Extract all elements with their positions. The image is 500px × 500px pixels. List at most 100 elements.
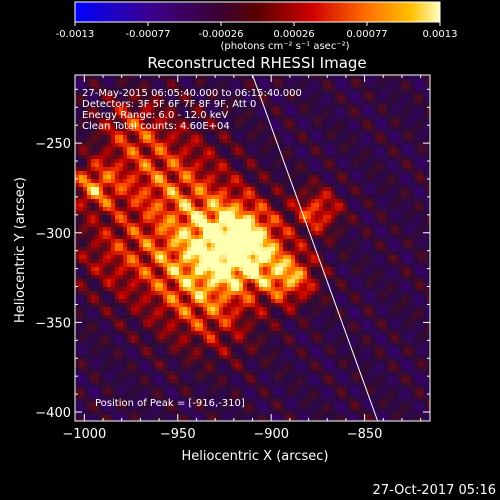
heatmap-cell [127,75,131,79]
heatmap-cell [307,215,311,219]
heatmap-cell [79,95,83,99]
heatmap-cell [367,275,371,279]
heatmap-cell [103,123,107,127]
heatmap-cell [143,251,147,255]
heatmap-cell [231,227,235,231]
heatmap-cell [159,227,163,231]
heatmap-cell [199,283,203,287]
heatmap-cell [391,263,395,267]
heatmap-cell [383,115,387,119]
heatmap-cell [299,227,303,231]
heatmap-cell [363,251,367,255]
heatmap-cell [195,147,199,151]
heatmap-cell [311,215,315,219]
heatmap-cell [295,87,299,91]
heatmap-cell [115,215,119,219]
heatmap-cell [323,219,327,223]
heatmap-cell [419,255,423,259]
heatmap-cell [271,271,275,275]
heatmap-cell [379,99,383,103]
heatmap-cell [183,195,187,199]
heatmap-cell [143,187,147,191]
heatmap-cell [203,175,207,179]
heatmap-cell [139,275,143,279]
heatmap-cell [403,167,407,171]
heatmap-cell [311,139,315,143]
heatmap-cell [351,235,355,239]
heatmap-cell [383,131,387,135]
heatmap-cell [315,87,319,91]
heatmap-cell [79,155,83,159]
heatmap-cell [155,287,159,291]
heatmap-cell [339,223,343,227]
heatmap-cell [79,171,83,175]
heatmap-cell [375,83,379,87]
heatmap-cell [259,215,263,219]
heatmap-cell [251,187,255,191]
heatmap-cell [367,203,371,207]
heatmap-cell [335,107,339,111]
heatmap-cell [79,199,83,203]
heatmap-cell [319,207,323,211]
heatmap-cell [363,147,367,151]
heatmap-cell [279,267,283,271]
heatmap-cell [87,279,91,283]
heatmap-cell [375,159,379,163]
heatmap-cell [95,263,99,267]
heatmap-cell [423,139,427,143]
heatmap-cell [207,271,211,275]
heatmap-cell [311,275,315,279]
heatmap-cell [159,119,163,123]
heatmap-cell [143,231,147,235]
heatmap-cell [115,267,119,271]
heatmap-cell [227,223,231,227]
heatmap-cell [163,211,167,215]
heatmap-cell [95,187,99,191]
heatmap-cell [99,231,103,235]
heatmap-cell [371,83,375,87]
heatmap-cell [235,91,239,95]
heatmap-cell [127,191,131,195]
heatmap-cell [75,143,79,147]
heatmap-cell [311,251,315,255]
heatmap-cell [367,135,371,139]
heatmap-cell [403,255,407,259]
heatmap-cell [75,99,79,103]
heatmap-cell [91,219,95,223]
heatmap-cell [159,175,163,179]
heatmap-cell [375,247,379,251]
heatmap-cell [367,255,371,259]
heatmap-cell [223,263,227,267]
heatmap-cell [191,139,195,143]
heatmap-cell [331,239,335,243]
heatmap-cell [403,259,407,263]
heatmap-cell [191,147,195,151]
heatmap-cell [395,203,399,207]
heatmap-cell [119,223,123,227]
heatmap-cell [139,219,143,223]
heatmap-cell [347,183,351,187]
heatmap-cell [175,199,179,203]
heatmap-cell [419,219,423,223]
heatmap-cell [363,207,367,211]
heatmap-cell [415,255,419,259]
heatmap-cell [155,95,159,99]
heatmap-cell [335,91,339,95]
heatmap-cell [167,263,171,267]
heatmap-cell [399,255,403,259]
heatmap-cell [135,103,139,107]
heatmap-cell [219,187,223,191]
heatmap-cell [175,139,179,143]
heatmap-cell [99,119,103,123]
heatmap-cell [135,159,139,163]
heatmap-cell [195,195,199,199]
heatmap-cell [95,115,99,119]
heatmap-cell [399,235,403,239]
heatmap-cell [363,159,367,163]
heatmap-cell [391,167,395,171]
heatmap-cell [79,163,83,167]
heatmap-cell [359,219,363,223]
heatmap-cell [223,83,227,87]
heatmap-cell [267,231,271,235]
heatmap-cell [115,115,119,119]
